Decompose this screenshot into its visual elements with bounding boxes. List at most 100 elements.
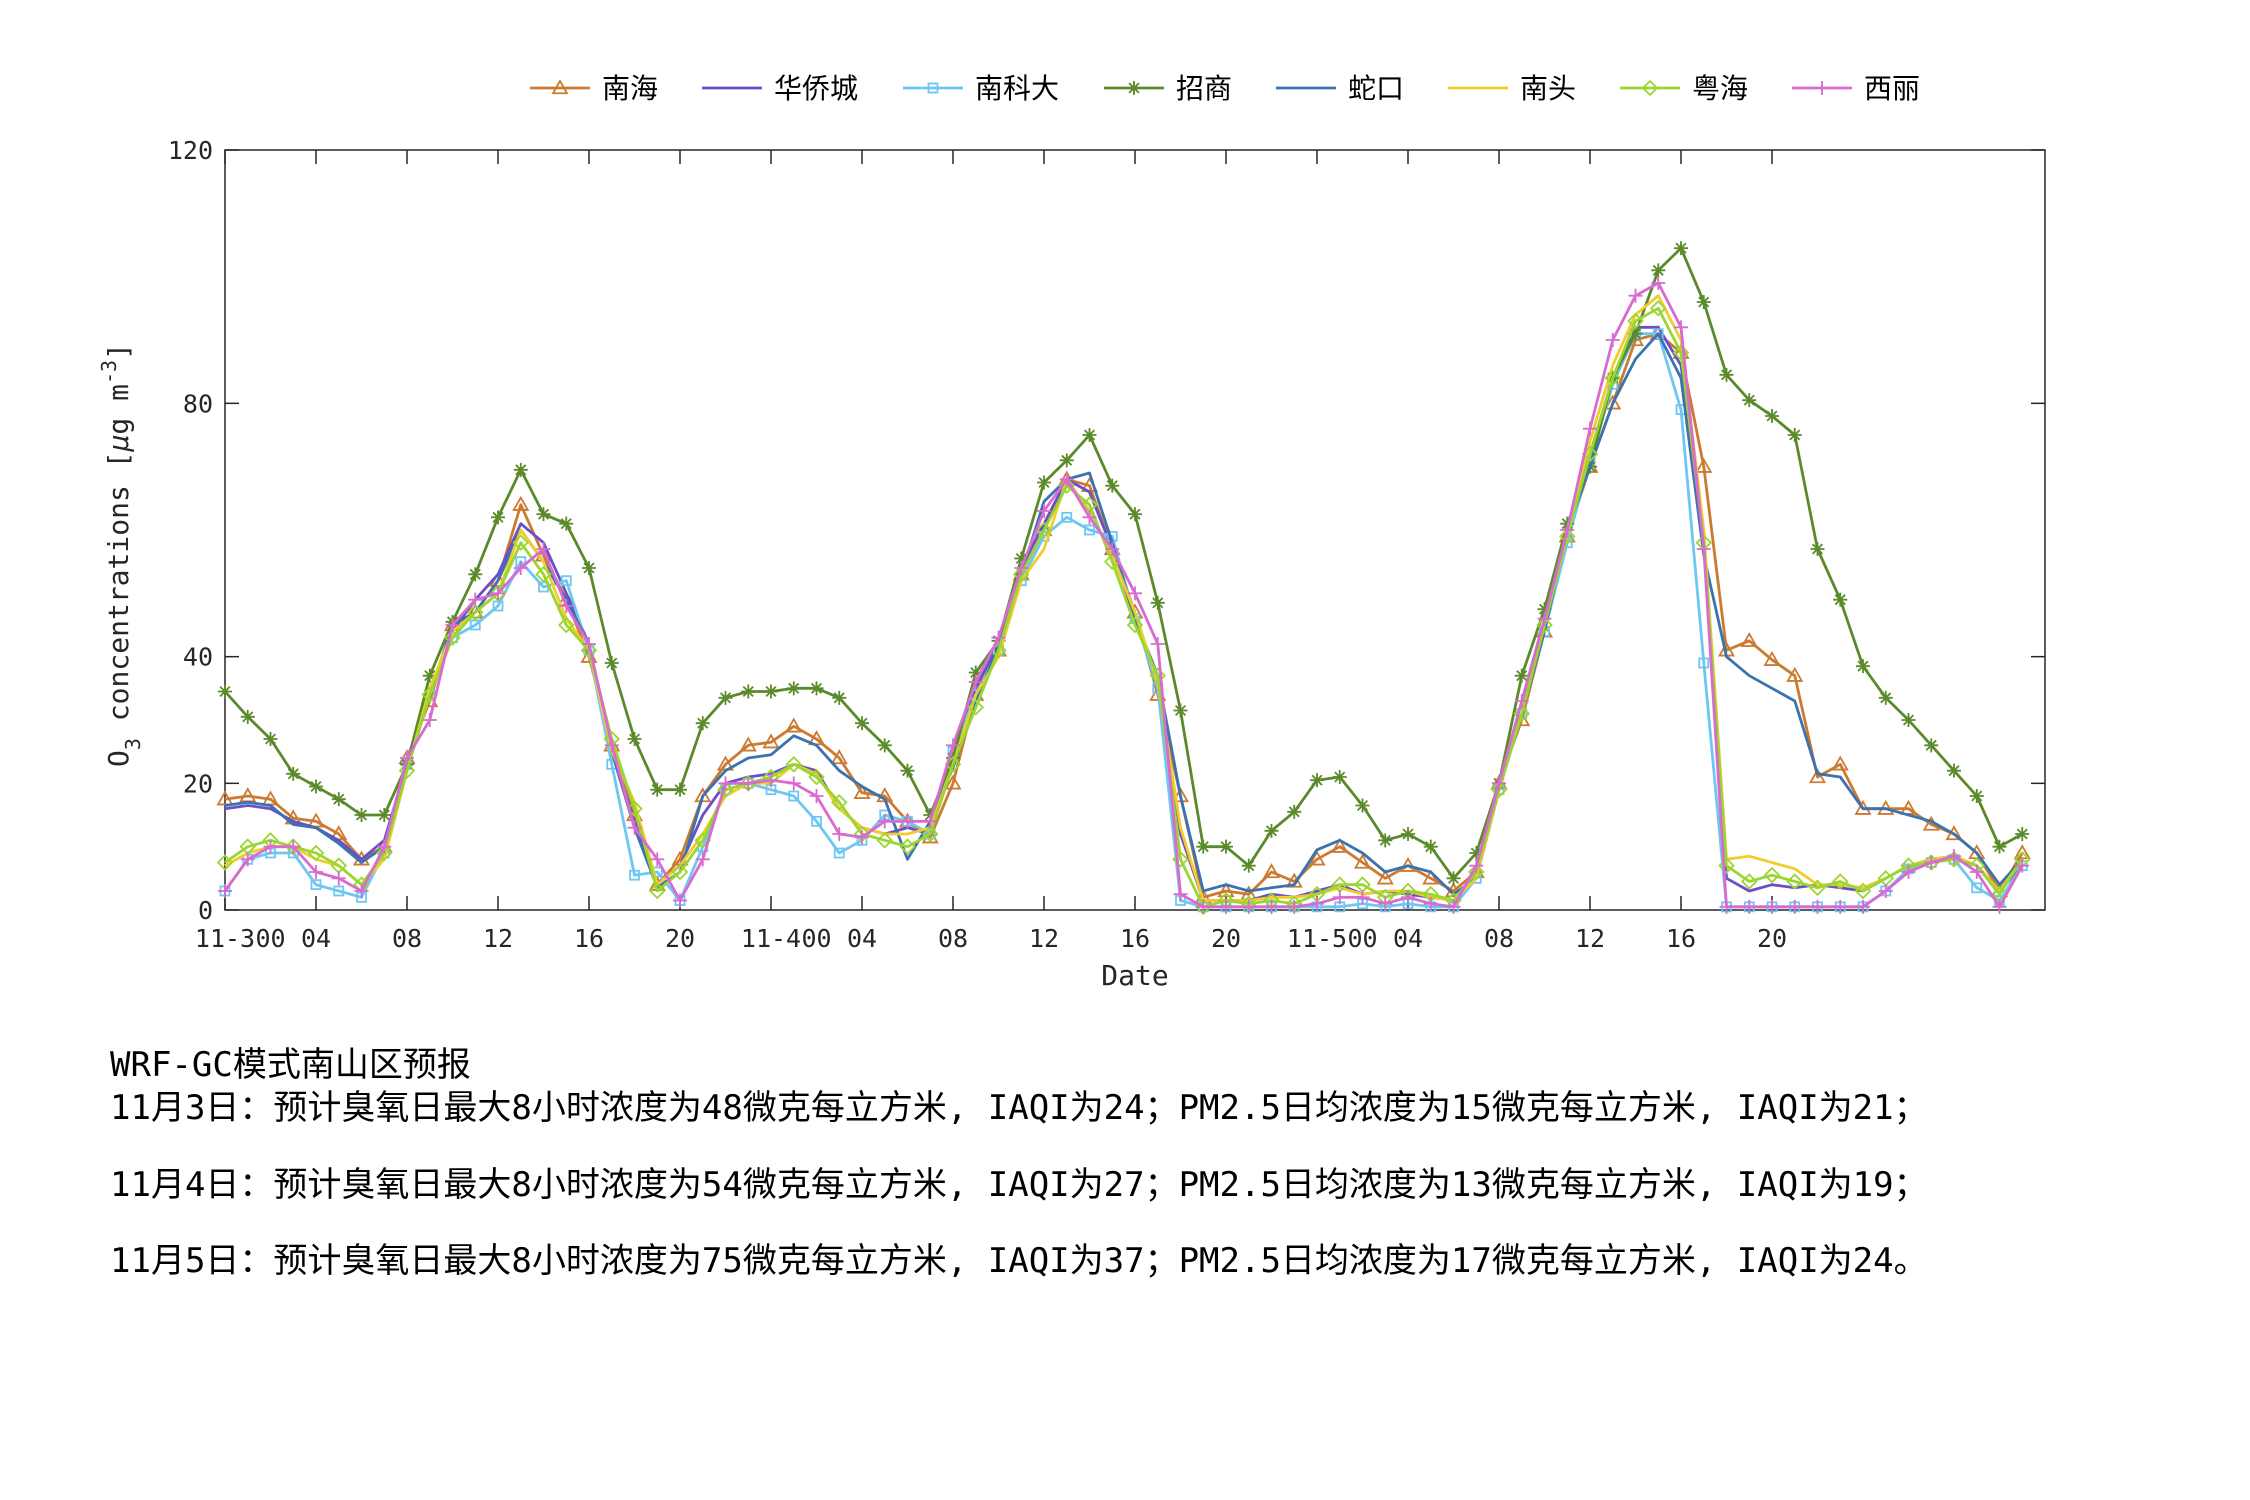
marker-diamond [876,832,894,849]
marker-star [1901,713,1916,727]
marker-plus [1810,899,1825,914]
marker-plus [1469,858,1484,873]
marker-diamond [307,844,325,862]
marker-plus [1537,611,1552,626]
marker-plus [1605,333,1620,347]
marker-plus [377,839,392,854]
marker-star [1947,763,1961,778]
marker-triangle [694,787,712,803]
marker-plus [218,884,232,898]
y-tick-label: 40 [183,643,213,672]
marker-square [1698,657,1710,669]
marker-square [833,847,845,859]
x-tick-label: 00 [1347,924,1377,953]
marker-plus [1128,586,1142,601]
x-tick-label: 16 [1120,924,1150,953]
marker-star [1332,770,1347,784]
marker-plus [809,789,824,803]
y-axis-label: O3 concentrations [μg m-3] [97,343,145,767]
marker-diamond [580,642,598,659]
y-tick-label: 120 [168,136,213,165]
marker-star [468,567,483,582]
y-tick-label: 20 [183,769,213,798]
x-tick-label: 11-4 [741,924,801,953]
marker-star [741,684,756,699]
marker-diamond [1649,300,1667,317]
x-tick-label: 11-3 [195,924,255,953]
legend-item: 南科大 [903,72,1059,105]
marker-star [1969,789,1984,803]
marker-diamond [1513,705,1531,722]
marker-plus [582,637,596,651]
marker-diamond [1740,873,1758,890]
marker-plus [559,599,574,613]
marker-plus [832,827,847,841]
marker-star [1765,409,1779,423]
marker-star [1105,478,1120,493]
marker-triangle [944,774,962,790]
marker-triangle [1353,853,1372,869]
legend-label: 西丽 [1864,72,1920,105]
series-西丽 [218,276,2030,914]
marker-plus [1105,542,1120,556]
marker-plus [1241,899,1256,914]
marker-plus [491,586,505,601]
x-tick-label: 04 [847,924,877,953]
marker-triangle [1308,850,1326,866]
marker-plus [923,814,938,829]
marker-diamond [967,699,985,716]
series-line [224,332,2024,899]
marker-diamond [1012,566,1030,583]
marker-plus [1196,899,1211,914]
marker-diamond [808,768,825,786]
marker-star [1082,428,1097,442]
marker-triangle [739,736,757,752]
marker-star [764,684,778,699]
ylabel-sub: 3 [121,738,145,750]
marker-diamond [512,534,530,551]
series-蛇口 [224,332,2024,896]
marker-plus [1651,276,1666,290]
marker-star [900,763,915,778]
marker-star [559,516,574,531]
legend-item: 蛇口 [1276,72,1404,105]
legend-label: 华侨城 [774,72,858,105]
marker-triangle [2013,844,2031,860]
marker-plus [764,773,778,788]
marker-triangle [1831,755,1849,771]
legend-item: 南头 [1448,72,1576,105]
marker-star [1833,592,1848,607]
marker-plus [855,830,869,845]
marker-square [924,828,936,840]
marker-star [1241,858,1256,873]
x-tick-label: 12 [483,924,513,953]
marker-triangle [762,733,780,749]
marker-star [1150,595,1165,610]
x-tick-label: 20 [665,924,695,953]
x-tick-label: 04 [301,924,331,953]
legend-label: 招商 [1176,72,1232,105]
marker-plus [1014,561,1029,575]
x-tick-label: 12 [1029,924,1059,953]
marker-plus [1173,887,1188,902]
marker-plus [1150,637,1165,651]
marker-star [1628,326,1643,341]
marker-plus [1583,421,1597,436]
marker-star [422,668,437,683]
plot-frame [224,149,2046,911]
forecast-line-nov3: 11月3日：预计臭氧日最大8小时浓度为48微克每立方米, IAQI为24；PM2… [110,1087,1928,1128]
marker-plus [422,713,437,727]
marker-plus [1878,884,1893,898]
x-tick-label: 16 [1666,924,1696,953]
marker-diamond [1831,873,1849,890]
series-南科大 [219,328,2028,913]
series-line [224,325,2024,902]
marker-triangle [853,784,871,799]
marker-diamond [421,686,439,703]
marker-star [809,681,824,696]
marker-plus [1719,899,1734,914]
y-axis: 0 20 40 80 120 [168,136,2045,925]
marker-plus [445,618,460,632]
marker-diamond [1641,79,1659,97]
marker-plus [718,776,733,791]
